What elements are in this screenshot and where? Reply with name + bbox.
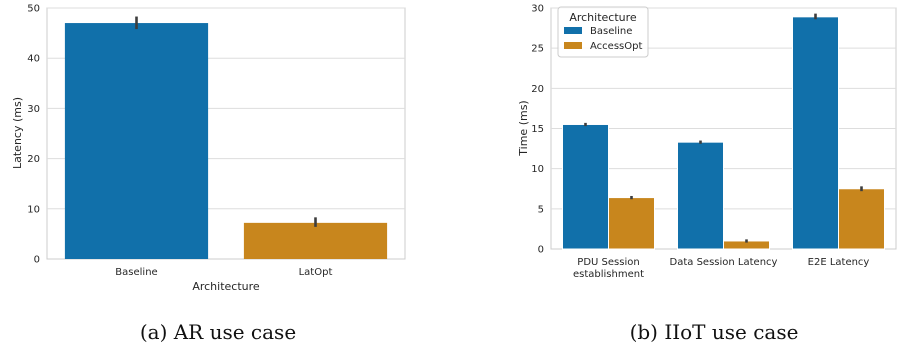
y-tick-labels-a: 0 10 20 30 40 50 — [27, 4, 40, 266]
y-tick-label: 0 — [34, 255, 40, 266]
y-tick-label: 0 — [538, 245, 544, 256]
x-tick-labels-a: Baseline LatOpt — [115, 267, 332, 278]
y-tick-labels-b: 0 5 10 15 20 25 30 — [531, 4, 544, 256]
y-tick-label: 10 — [27, 204, 40, 215]
y-tick-label: 20 — [531, 84, 544, 95]
y-tick-label: 40 — [27, 54, 40, 65]
bars-b — [562, 13, 885, 250]
chart-iiot-use-case: 0 5 10 15 20 25 30 PDU Session establishment Dat… — [517, 4, 897, 344]
x-tick-labels-b: PDU Session establishment Data Session Lat… — [573, 257, 869, 280]
legend-label-baseline: Baseline — [590, 26, 632, 37]
x-tick-label: E2E Latency — [808, 257, 870, 268]
y-tick-label: 15 — [531, 124, 544, 135]
caption-b: (b) IIoT use case — [630, 320, 799, 344]
legend: Architecture Baseline AccessOpt — [557, 6, 649, 58]
y-tick-label: 30 — [531, 4, 544, 15]
y-tick-label: 10 — [531, 164, 544, 175]
bar-baseline — [677, 141, 724, 250]
y-tick-label: 5 — [538, 204, 544, 215]
y-tick-label: 30 — [27, 104, 40, 115]
legend-swatch-baseline — [564, 27, 582, 34]
legend-swatch-accessopt — [564, 42, 582, 49]
x-tick-label: Baseline — [115, 267, 157, 278]
y-tick-label: 20 — [27, 154, 40, 165]
x-tick-label: PDU Session establishment — [573, 257, 644, 280]
bar-baseline — [562, 123, 609, 250]
x-axis-label-a: Architecture — [192, 280, 260, 293]
legend-title: Architecture — [569, 11, 637, 24]
bars-a — [64, 16, 388, 260]
y-axis-label-b: Time (ms) — [517, 100, 530, 156]
y-tick-label: 25 — [531, 44, 544, 55]
x-tick-label: Data Session Latency — [670, 257, 778, 268]
caption-a: (a) AR use case — [140, 320, 296, 344]
bar-accessopt — [838, 188, 885, 250]
y-tick-label: 50 — [27, 4, 40, 15]
legend-label-accessopt: AccessOpt — [590, 41, 642, 52]
x-tick-label: LatOpt — [299, 267, 333, 278]
y-axis-label-a: Latency (ms) — [11, 97, 24, 169]
bar-accessopt — [608, 197, 655, 250]
bar-baseline — [792, 16, 839, 250]
bar-baseline — [64, 23, 209, 260]
bar-latopt — [243, 222, 388, 259]
